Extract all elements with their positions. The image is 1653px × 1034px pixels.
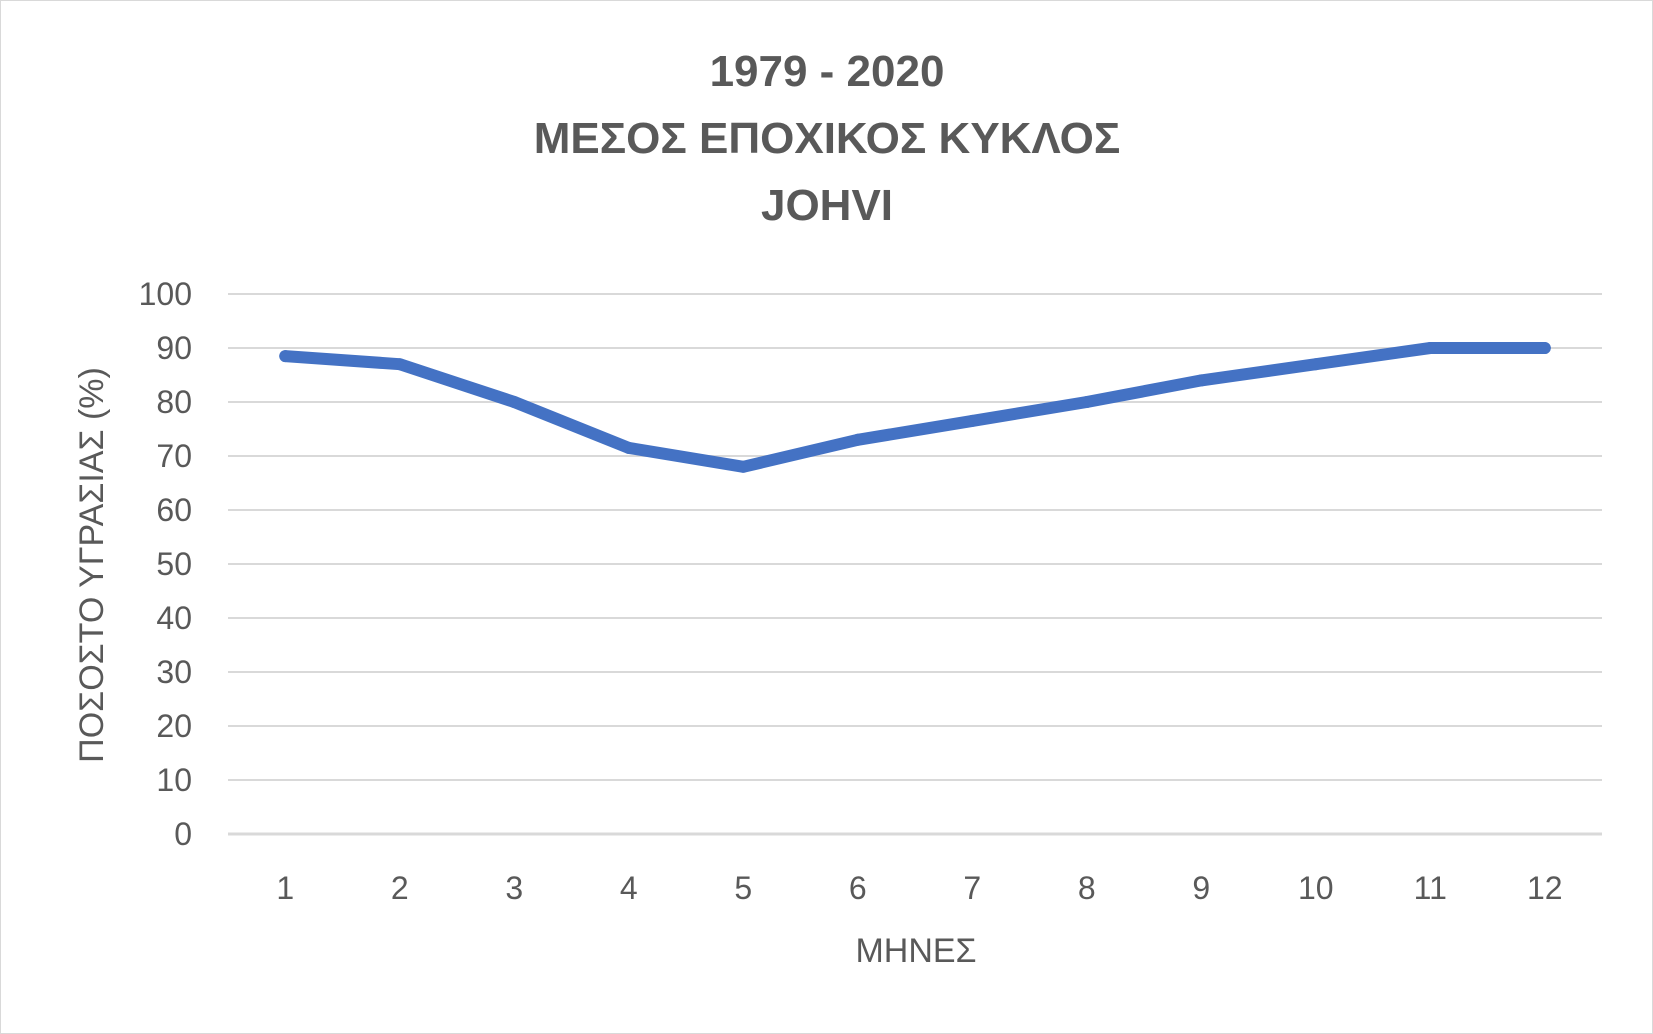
chart-title: 1979 - 2020 ΜΕΣΟΣ ΕΠΟΧΙΚΟΣ ΚΥΚΛΟΣ JOHVI bbox=[534, 47, 1120, 230]
y-tick-label: 0 bbox=[174, 816, 192, 852]
chart-title-line-2: ΜΕΣΟΣ ΕΠΟΧΙΚΟΣ ΚΥΚΛΟΣ bbox=[534, 114, 1120, 163]
gridlines bbox=[228, 293, 1602, 836]
y-tick-label: 40 bbox=[156, 600, 192, 636]
x-axis-tick-labels: 1 2 3 4 5 6 7 8 9 10 11 12 bbox=[276, 870, 1562, 906]
x-tick-label: 4 bbox=[620, 870, 638, 906]
x-tick-label: 9 bbox=[1192, 870, 1210, 906]
y-tick-label: 100 bbox=[139, 276, 192, 312]
x-tick-label: 6 bbox=[849, 870, 867, 906]
data-point bbox=[279, 350, 292, 363]
x-tick-label: 10 bbox=[1298, 870, 1334, 906]
y-axis-title: ΠΟΣΟΣΤΟ ΥΓΡΑΣΙΑΣ (%) bbox=[73, 367, 111, 763]
x-tick-label: 5 bbox=[734, 870, 752, 906]
y-tick-label: 10 bbox=[156, 762, 192, 798]
chart-title-line-1: 1979 - 2020 bbox=[710, 47, 945, 96]
x-tick-label: 3 bbox=[505, 870, 523, 906]
y-tick-label: 60 bbox=[156, 492, 192, 528]
x-tick-label: 11 bbox=[1414, 870, 1447, 906]
x-tick-label: 1 bbox=[276, 870, 294, 906]
x-tick-label: 8 bbox=[1078, 870, 1096, 906]
y-tick-label: 20 bbox=[156, 708, 192, 744]
y-tick-label: 30 bbox=[156, 654, 192, 690]
x-axis-title: ΜΗΝΕΣ bbox=[855, 932, 976, 970]
y-tick-label: 50 bbox=[156, 546, 192, 582]
y-tick-label: 80 bbox=[156, 384, 192, 420]
y-tick-label: 90 bbox=[156, 330, 192, 366]
chart-title-line-3: JOHVI bbox=[761, 181, 893, 230]
data-point bbox=[737, 460, 750, 473]
data-point bbox=[1080, 396, 1093, 408]
data-point bbox=[1195, 374, 1208, 387]
data-point bbox=[508, 396, 521, 408]
series-line bbox=[279, 342, 1551, 473]
data-point bbox=[851, 433, 864, 446]
x-tick-label: 2 bbox=[391, 870, 409, 906]
x-tick-label: 7 bbox=[963, 870, 981, 906]
y-axis-tick-labels: 0 10 20 30 40 50 60 70 80 90 100 bbox=[139, 276, 192, 852]
series-group bbox=[279, 342, 1551, 473]
data-point bbox=[393, 358, 406, 371]
data-point bbox=[1309, 358, 1322, 371]
x-tick-label: 12 bbox=[1527, 870, 1563, 906]
y-tick-label: 70 bbox=[156, 438, 192, 474]
data-point bbox=[966, 414, 979, 427]
data-point bbox=[1424, 342, 1437, 354]
data-point bbox=[622, 441, 635, 454]
data-point bbox=[1538, 342, 1551, 354]
